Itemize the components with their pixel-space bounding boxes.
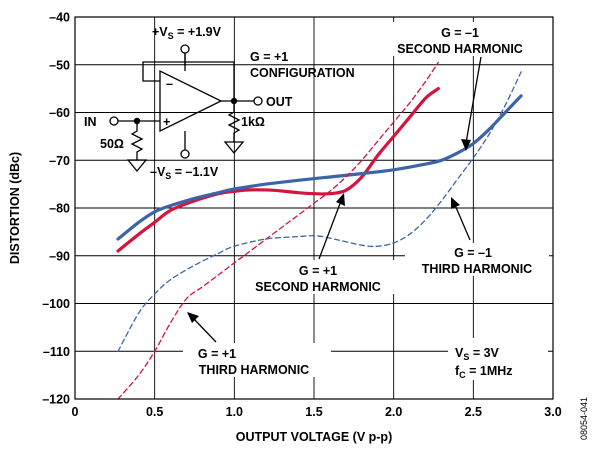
x-tick-label: 0 — [72, 405, 79, 419]
arrow-g-plus1-third-shaft — [192, 317, 217, 343]
arrow-g-minus1-second-shaft — [465, 56, 482, 144]
ann-g-minus1-second-line2: SECOND HARMONIC — [397, 42, 523, 56]
tick-labels: 0 0.5 1.0 1.5 2.0 2.5 3.0 –40 –50 –60 –70 –80 –90 –10… — [42, 11, 562, 420]
in-terminal — [109, 116, 119, 126]
g-minus1-third-bg — [405, 243, 549, 276]
x-tick-label: 2.5 — [465, 405, 482, 419]
feedback-path — [142, 53, 235, 101]
vs-plus-terminal — [180, 44, 190, 54]
y-tick-label: –110 — [43, 345, 70, 359]
config-label-line2: CONFIGURATION — [250, 66, 355, 80]
series-line-2 — [116, 94, 523, 241]
ann-g-plus1-second-line2: SECOND HARMONIC — [255, 280, 381, 294]
input-resistor — [130, 121, 144, 160]
annotations: G = –1 SECOND HARMONIC G = +1 SECOND HAR… — [183, 22, 549, 380]
y-tick-label: –120 — [42, 393, 70, 407]
vs-plus-label: +VS = +1.9V — [152, 25, 222, 41]
ann-fc: fC = 1MHz — [455, 364, 513, 380]
ann-g-plus1-second-line1: G = +1 — [299, 264, 337, 278]
plot-frame — [74, 16, 554, 400]
g-plus1-second-bg — [238, 260, 398, 294]
y-tick-label: –70 — [49, 154, 70, 168]
series-group — [116, 61, 523, 400]
ann-g-plus1-third-line2: THIRD HARMONIC — [199, 363, 309, 377]
opamp-plus-sign: + — [163, 115, 170, 129]
ann-g-minus1-third-line2: THIRD HARMONIC — [422, 262, 532, 276]
x-tick-label: 1.5 — [305, 405, 322, 419]
ann-g-minus1-third-line1: G = –1 — [454, 246, 492, 260]
out-terminal — [253, 96, 263, 106]
g-minus1-second-bg — [377, 22, 545, 56]
arrow-g-minus1-third-head — [451, 197, 460, 209]
g-plus1-third-bg — [183, 343, 331, 377]
ann-g-minus1-second-line1: G = –1 — [441, 26, 479, 40]
arrow-g-plus1-second-shaft — [318, 200, 342, 260]
series-line-1 — [116, 87, 440, 253]
x-tick-label: 2.0 — [385, 405, 402, 419]
x-tick-label: 0.5 — [146, 405, 163, 419]
out-label: OUT — [266, 95, 293, 109]
arrow-g-minus1-second-head — [461, 139, 471, 151]
config-label-line1: G = +1 — [250, 50, 288, 64]
in-label: IN — [84, 115, 97, 129]
ann-g-plus1-third-line1: G = +1 — [198, 347, 236, 361]
r-in-label: 50Ω — [100, 137, 124, 151]
arrow-g-plus1-second-head — [336, 193, 345, 206]
x-tick-label: 3.0 — [544, 405, 561, 419]
arrow-g-minus1-third-shaft — [454, 204, 471, 241]
input-ground — [126, 159, 148, 173]
vs-minus-terminal — [180, 149, 190, 159]
y-tick-label: –100 — [42, 297, 70, 311]
x-axis-title: OUTPUT VOLTAGE (V p-p) — [236, 430, 392, 444]
opamp-minus-sign: – — [166, 77, 173, 91]
y-tick-label: –90 — [49, 249, 70, 263]
arrow-g-plus1-third-head — [187, 312, 199, 323]
y-tick-label: –50 — [49, 58, 70, 72]
y-tick-label: –60 — [49, 106, 70, 120]
opamp-triangle — [159, 69, 223, 133]
ann-vs: VS = 3V — [455, 346, 500, 362]
y-axis-title: DISTORTION (dBc) — [8, 152, 22, 264]
series-line-4 — [117, 71, 522, 352]
load-resistor — [227, 101, 241, 142]
y-tick-label: –40 — [49, 11, 70, 25]
series-line-3 — [117, 61, 439, 400]
figure-code: 08054-041 — [579, 397, 589, 440]
x-tick-label: 1.0 — [226, 405, 243, 419]
circuit-schematic: – + +VS = +1.9V –VS = –1.1V IN OUT 50Ω 1… — [84, 25, 355, 181]
vs-minus-label: –VS = –1.1V — [150, 165, 219, 181]
load-ground — [223, 141, 245, 155]
r-load-label: 1kΩ — [241, 115, 265, 129]
y-tick-label: –80 — [49, 202, 70, 216]
conditions-bg — [448, 338, 548, 380]
